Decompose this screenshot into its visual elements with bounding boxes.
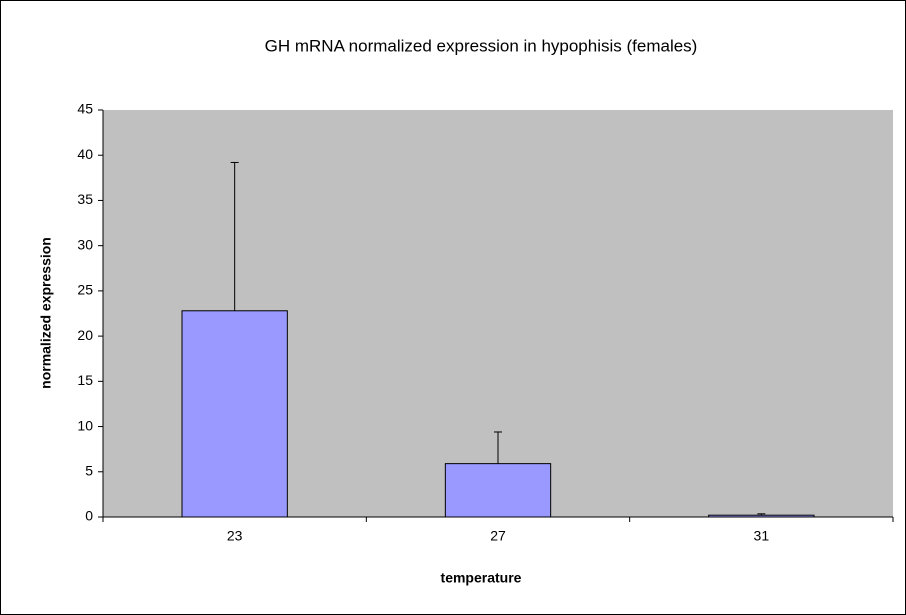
x-axis-title: temperature xyxy=(441,570,522,586)
x-tick-label: 31 xyxy=(754,528,770,544)
y-tick-label: 0 xyxy=(85,508,93,524)
y-tick-label: 25 xyxy=(77,282,93,298)
y-tick-label: 30 xyxy=(77,236,93,252)
y-tick-label: 40 xyxy=(77,146,93,162)
bar xyxy=(708,514,815,518)
y-tick-label: 45 xyxy=(77,101,93,117)
bar xyxy=(181,310,288,518)
x-tick-label: 23 xyxy=(227,528,243,544)
chart-title: GH mRNA normalized expression in hypophi… xyxy=(265,36,698,55)
y-tick-label: 10 xyxy=(77,417,93,433)
y-tick-label: 15 xyxy=(77,372,93,388)
y-tick-label: 35 xyxy=(77,191,93,207)
y-axis-title: normalized expression xyxy=(38,237,54,389)
y-tick-label: 5 xyxy=(85,462,93,478)
y-tick-label: 20 xyxy=(77,327,93,343)
bar xyxy=(444,463,552,518)
x-tick-label: 27 xyxy=(490,528,506,544)
